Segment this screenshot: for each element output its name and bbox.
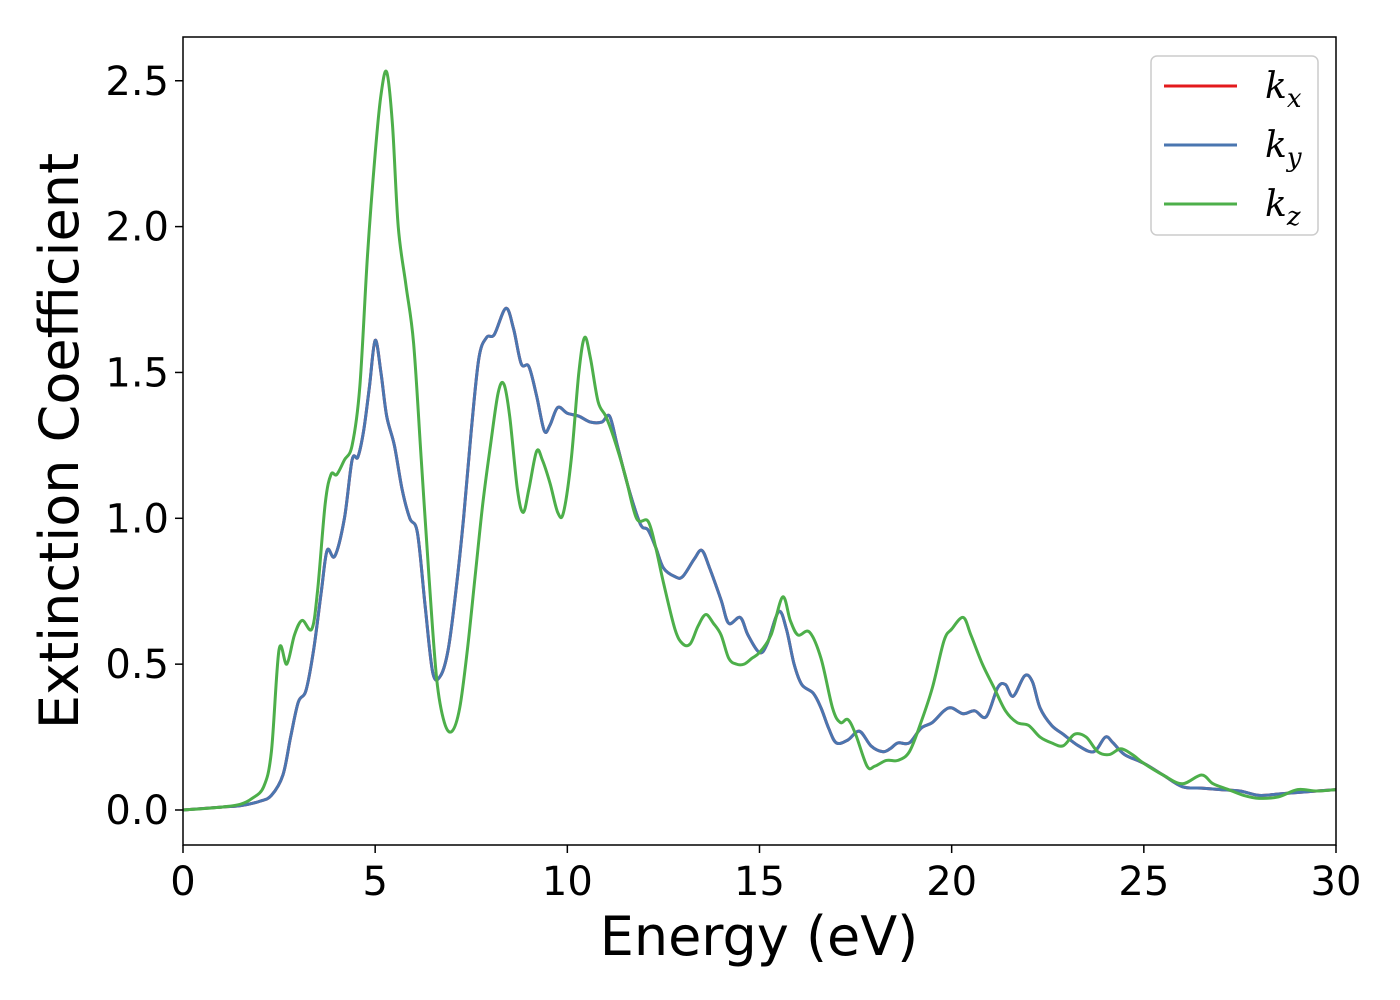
- series-layer: [183, 69, 1336, 812]
- legend-item-k-z: kz: [1164, 184, 1301, 232]
- legend-item-k-y: ky: [1164, 125, 1302, 173]
- y-tick-label: 1.5: [105, 350, 169, 396]
- x-tick-label: 0: [170, 859, 195, 905]
- legend-item-k-x: kx: [1164, 66, 1302, 114]
- y-axis: 0.0 0.5 1.0 1.5 2.0 2.5: [105, 59, 183, 834]
- x-tick-label: 25: [1118, 859, 1169, 905]
- x-tick-label: 30: [1311, 859, 1362, 905]
- x-axis-label: Energy (eV): [600, 905, 919, 968]
- y-tick-label: 2.5: [105, 59, 169, 105]
- series-line-k-y: [183, 306, 1336, 812]
- series-line-k-z: [183, 69, 1336, 812]
- x-tick-label: 20: [926, 859, 977, 905]
- x-axis: 0 5 10 15 20 25 30: [170, 845, 1361, 905]
- y-tick-label: 0.5: [105, 642, 169, 688]
- x-tick-label: 10: [542, 859, 593, 905]
- x-tick-label: 5: [362, 859, 387, 905]
- legend-label: kz: [1265, 184, 1301, 232]
- legend-label: kx: [1265, 66, 1302, 114]
- x-tick-label: 15: [734, 859, 785, 905]
- legend-label: ky: [1265, 125, 1302, 173]
- legend: kx ky kz: [1150, 55, 1319, 236]
- y-axis-label: Extinction Coefficient: [28, 153, 91, 729]
- y-tick-label: 2.0: [105, 205, 169, 251]
- y-tick-label: 0.0: [105, 788, 169, 834]
- y-tick-label: 1.0: [105, 496, 169, 542]
- series-line-k-x: [183, 306, 1336, 812]
